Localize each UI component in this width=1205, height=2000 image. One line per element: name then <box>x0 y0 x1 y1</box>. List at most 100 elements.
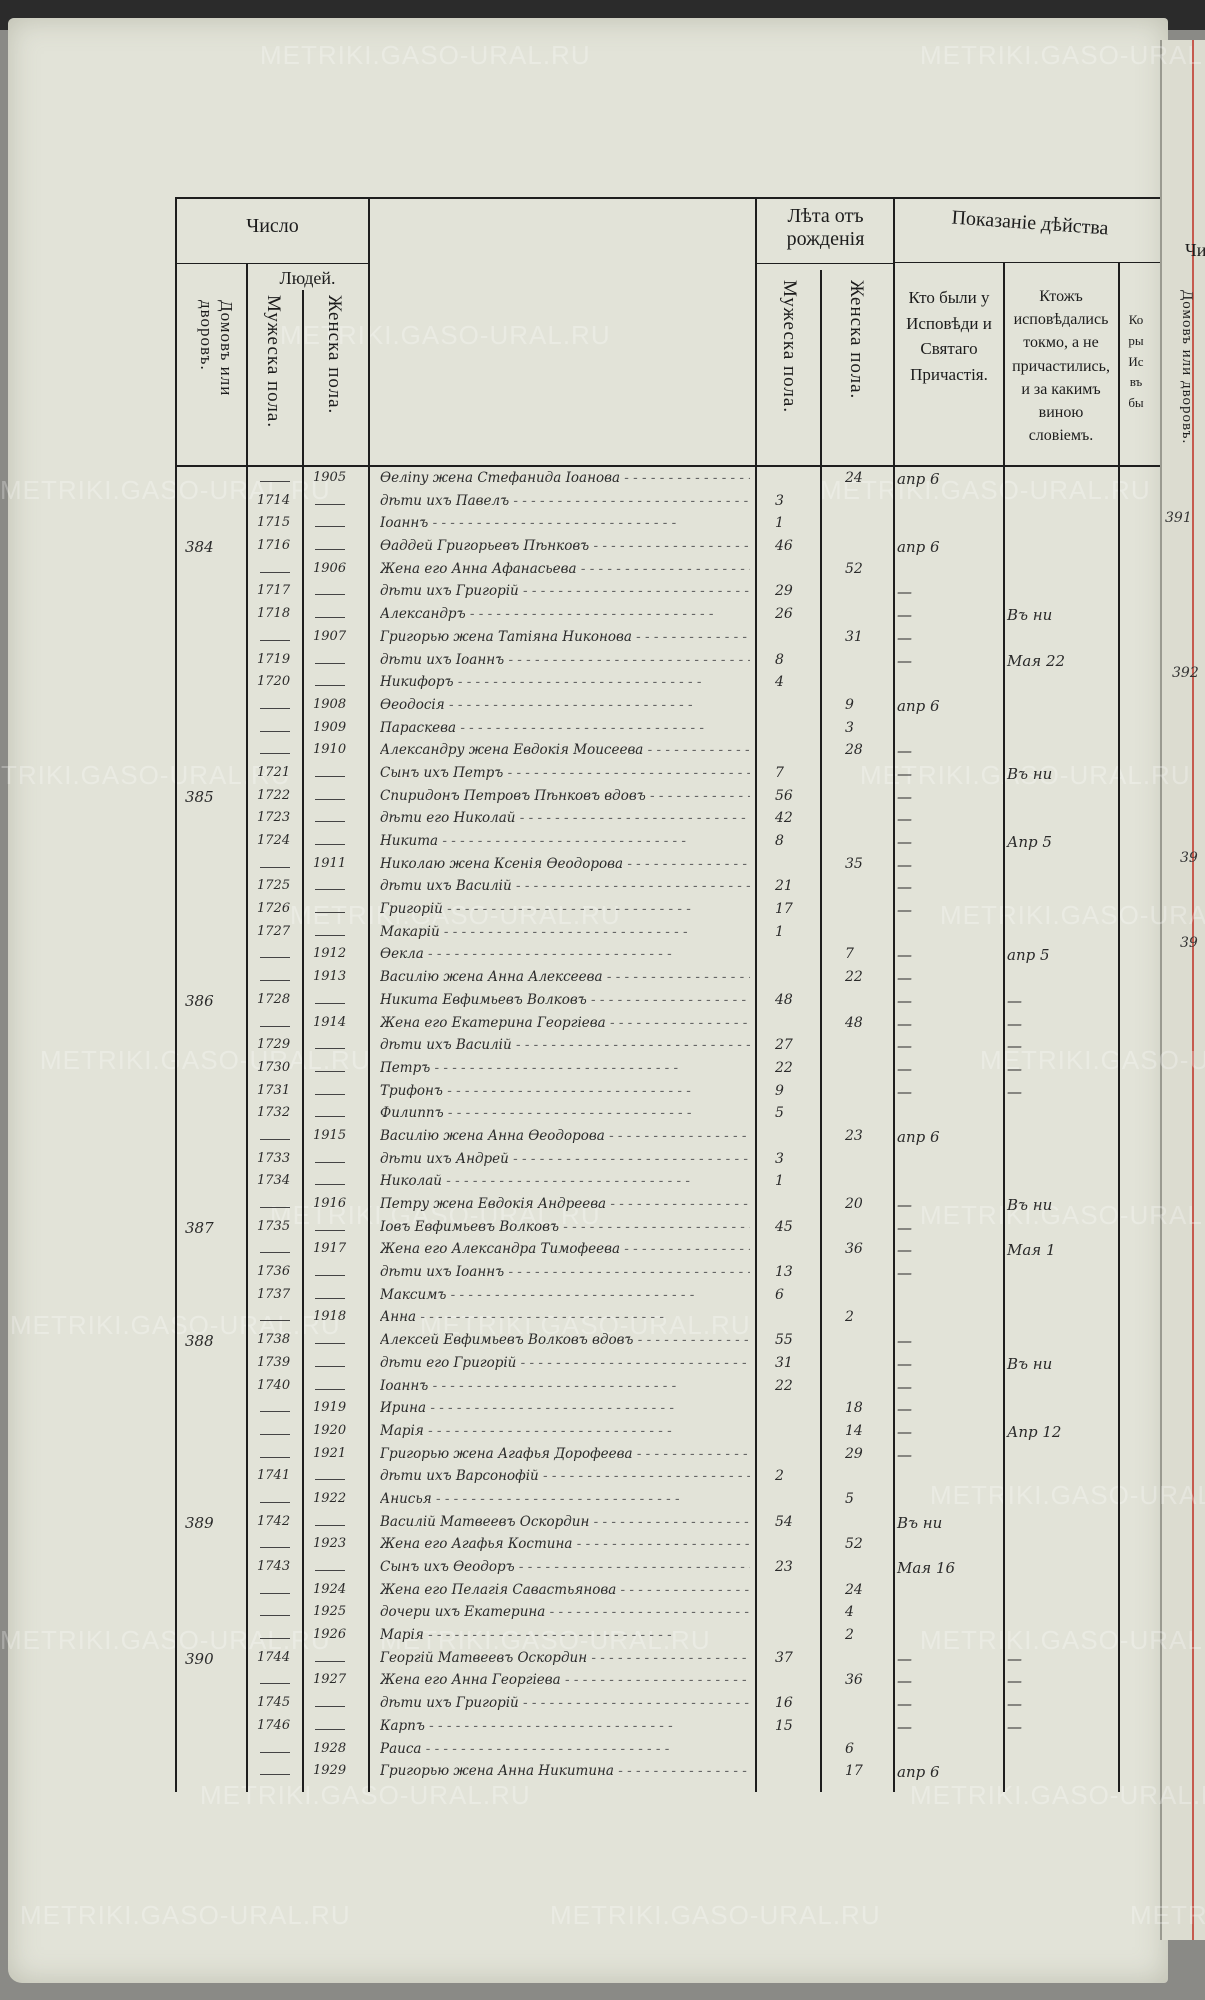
female-number: 1924 <box>313 1581 347 1597</box>
male-age: 3 <box>775 492 784 509</box>
dash-mark <box>260 571 290 573</box>
table-row: 1734 Николай 1 <box>175 1170 1160 1193</box>
table-row: 1737 Максимъ 6 <box>175 1284 1160 1307</box>
female-number: 1917 <box>313 1241 347 1257</box>
male-age: 31 <box>775 1354 793 1371</box>
confession-mark: — <box>897 1695 912 1714</box>
watermark: METRIKI.GASO-URAL.RU <box>0 1625 331 1655</box>
watermark: METRIKI.GASO-URAL.RU <box>10 1310 341 1340</box>
female-age: 28 <box>845 742 863 759</box>
female-number: 1913 <box>313 969 347 985</box>
person-name: Жена его Александра Тимофеева <box>380 1241 750 1257</box>
header-chislo: Число <box>246 215 299 237</box>
female-number: 1910 <box>313 742 347 758</box>
watermark: METRIKI.GASO-URAL.RU <box>550 1900 881 1930</box>
person-name: Василій Матвеевъ Оскордин <box>380 1514 750 1530</box>
person-name: Ѳекла <box>380 946 750 962</box>
table-row: 1724 Никита 8 — Апр 5 <box>175 830 1160 853</box>
column-rule <box>893 197 895 1792</box>
table-row: 389 1742 Василій Матвеевъ Оскордин 54 Въ ни <box>175 1511 1160 1534</box>
header-bottom-rule <box>175 465 1160 467</box>
dash-mark <box>315 503 345 505</box>
female-number: 1929 <box>313 1763 347 1779</box>
note-mark: — <box>1007 1672 1022 1691</box>
female-number: 1927 <box>313 1672 347 1688</box>
adjacent-page-margin-line <box>1192 40 1194 1940</box>
male-age: 15 <box>775 1717 793 1734</box>
female-age: 31 <box>845 628 863 645</box>
person-name: Спиридонъ Петровъ Пѣнковъ вдовъ <box>380 788 750 804</box>
note-mark: — <box>1007 1695 1022 1714</box>
table-row: 1927 Жена его Анна Георгіева 36 — — <box>175 1669 1160 1692</box>
female-number: 1905 <box>313 470 347 485</box>
person-name: Василію жена Анна Алексеева <box>380 969 750 985</box>
male-age: 1 <box>775 1173 784 1190</box>
dash-mark <box>260 1683 290 1685</box>
female-age: 14 <box>845 1422 863 1439</box>
table-row: 385 1722 Спиридонъ Петровъ Пѣнковъ вдовъ 56… <box>175 785 1160 808</box>
person-name: Макарій <box>380 924 750 940</box>
dash-mark <box>260 753 290 755</box>
female-age: 18 <box>845 1400 863 1417</box>
male-age: 26 <box>775 606 793 623</box>
female-number: 1925 <box>313 1604 347 1620</box>
person-name: Сынъ ихъ Петръ <box>380 765 750 781</box>
dash-mark <box>260 1207 290 1208</box>
female-age: 52 <box>845 1536 863 1553</box>
dash-mark <box>260 707 290 709</box>
female-age: 20 <box>845 1196 863 1212</box>
note-mark: Мая 1 <box>1007 1241 1056 1260</box>
right-page-chislo: Чи <box>1185 240 1205 260</box>
dash-mark <box>315 1093 345 1095</box>
header-rule-leta <box>755 263 895 264</box>
table-top-rule <box>175 197 1160 199</box>
person-name: Анисья <box>380 1491 750 1507</box>
note-mark: Апр 12 <box>1007 1422 1062 1441</box>
dash-mark <box>315 1002 345 1004</box>
column-rule <box>175 197 177 1792</box>
watermark: METRIKI.GASO-URAL.RU <box>20 1900 351 1930</box>
male-number: 1734 <box>257 1173 291 1189</box>
dash-mark <box>260 1751 290 1753</box>
table-row: 1924 Жена его Пелагія Савастьянова 24 <box>175 1579 1160 1602</box>
male-age: 37 <box>775 1649 793 1666</box>
dash-mark <box>315 912 345 914</box>
female-number: 1911 <box>313 855 347 871</box>
female-number: 1907 <box>313 628 347 644</box>
male-number: 1720 <box>257 674 291 690</box>
header-ktozh: Ктожъ исповѣдались токмо, а не причастил… <box>1012 288 1110 445</box>
male-number: 1733 <box>257 1150 291 1166</box>
male-number: 1744 <box>257 1649 291 1665</box>
confession-mark: — <box>897 742 912 761</box>
person-name: дѣти ихъ Павелъ <box>380 493 750 509</box>
male-age: 7 <box>775 764 784 781</box>
person-name: Жена его Анна Георгіева <box>380 1672 750 1688</box>
table-row: 1731 Трифонъ 9 — — <box>175 1080 1160 1103</box>
dash-mark <box>315 1161 345 1163</box>
right-page-house-number: 39 <box>1180 850 1198 866</box>
table-row: 1916 Петру жена Евдокія Андреева 20 — Въ ни <box>175 1193 1160 1216</box>
dash-mark <box>315 685 345 687</box>
female-number: 1912 <box>313 946 347 962</box>
person-name: Жена его Агафья Костина <box>380 1536 750 1552</box>
table-row: 1919 Ирина 18 — <box>175 1397 1160 1420</box>
table-row: 1743 Сынъ ихъ Ѳеодоръ 23 Мая 16 <box>175 1556 1160 1579</box>
dash-mark <box>260 980 290 982</box>
female-age: 7 <box>845 946 854 963</box>
confession-mark: — <box>897 1649 912 1668</box>
table-row: 1905 Ѳеліпу жена Стефанида Іоанова 24 апр 6 <box>175 467 1160 490</box>
female-age: 2 <box>845 1309 854 1326</box>
person-name: Никифоръ <box>380 674 750 690</box>
male-age: 56 <box>775 787 793 804</box>
female-age: 24 <box>845 470 863 486</box>
dash-mark <box>315 1660 345 1662</box>
dash-mark <box>315 934 345 936</box>
male-number: 1741 <box>257 1468 291 1484</box>
female-age: 35 <box>845 855 863 872</box>
confession-mark: — <box>897 787 912 806</box>
male-age: 6 <box>775 1286 784 1303</box>
female-number: 1908 <box>313 696 347 712</box>
confession-mark: — <box>897 1014 912 1033</box>
watermark: METRIKI.GASO-URAL.RU <box>0 475 331 505</box>
table-row: 390 1744 Георгій Матвеевъ Оскордин 37 — — <box>175 1647 1160 1670</box>
